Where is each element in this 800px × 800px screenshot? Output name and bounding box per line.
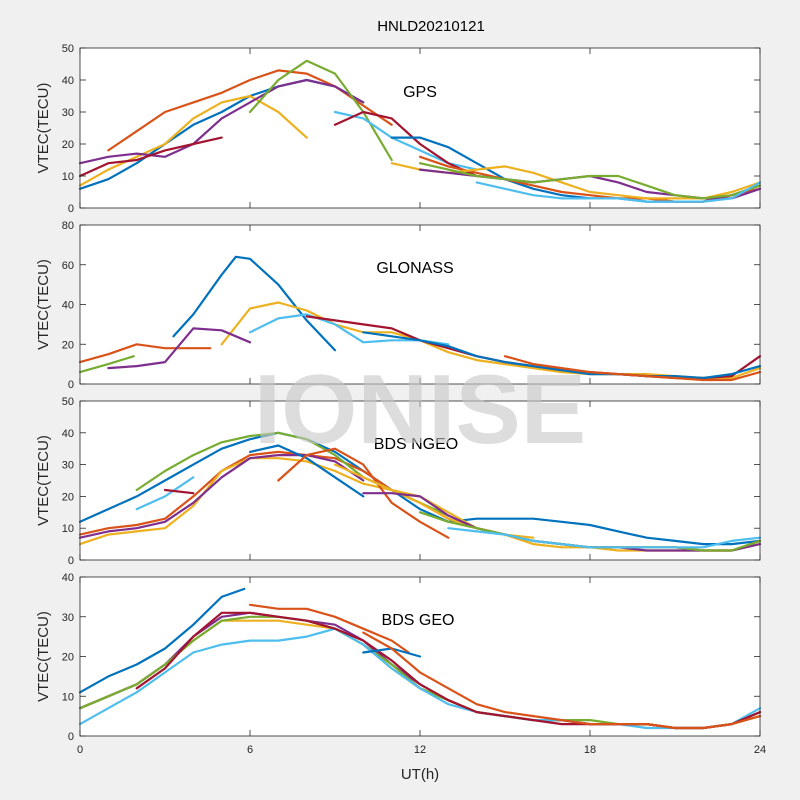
panel-annotation: GLONASS (376, 260, 453, 277)
series-line-8 (362, 331, 762, 380)
y-tick-label: 20 (62, 339, 74, 351)
y-tick-label: 0 (68, 379, 74, 391)
y-tick-label: 20 (62, 139, 74, 151)
y-tick-label: 30 (62, 460, 74, 472)
panel-2: 0 20 40 60 80 VTEC(TECU) GLONASS (35, 220, 762, 391)
series-line-13 (475, 181, 762, 203)
y-tick-label: 20 (62, 652, 74, 664)
plot-area (80, 48, 760, 208)
y-tick-label: 40 (62, 572, 74, 584)
series-line-8 (248, 444, 365, 498)
y-tick-label: 30 (62, 107, 74, 119)
series-line-13 (447, 527, 762, 549)
series-line-14 (78, 136, 223, 178)
y-tick-label: 40 (62, 300, 74, 312)
y-tick-label: 10 (62, 523, 74, 535)
series-line-4 (78, 78, 365, 165)
y-axis-label: VTEC(TECU) (35, 259, 52, 350)
y-tick-label: 0 (68, 731, 74, 743)
panel-annotation: GPS (403, 84, 437, 101)
y-tick-label: 40 (62, 428, 74, 440)
x-tick-label: 18 (584, 744, 596, 756)
series-line-1 (78, 587, 246, 694)
y-axis-label: VTEC(TECU) (35, 83, 52, 174)
y-tick-label: 80 (62, 220, 74, 232)
x-tick-label: 0 (77, 744, 83, 756)
y-axis-label: VTEC(TECU) (35, 435, 52, 526)
series-line-5 (78, 355, 135, 374)
x-tick-label: 12 (414, 744, 426, 756)
y-tick-label: 10 (62, 691, 74, 703)
series-line-9 (277, 447, 450, 539)
series-line-7 (163, 488, 195, 495)
series-line-4 (107, 327, 252, 370)
y-tick-label: 0 (68, 203, 74, 215)
series-line-1 (78, 431, 762, 546)
series-line-9 (362, 631, 762, 730)
figure-title: HNLD20210121 (377, 18, 485, 35)
series-line-3 (78, 94, 308, 187)
y-tick-label: 10 (62, 171, 74, 183)
panel-annotation: BDS GEO (382, 612, 455, 629)
y-tick-label: 30 (62, 612, 74, 624)
series-line-12 (418, 162, 762, 200)
series-line-2 (248, 603, 410, 654)
series-line-4 (78, 454, 365, 539)
plot-area (80, 225, 760, 384)
x-tick-label: 6 (247, 744, 253, 756)
series-line-5 (248, 59, 393, 162)
y-tick-label: 40 (62, 75, 74, 87)
series-line-7 (333, 110, 478, 178)
x-axis-label: UT(h) (401, 766, 439, 783)
series-line-6 (135, 476, 195, 511)
panel-annotation: BDS NGEO (374, 436, 458, 453)
y-tick-label: 60 (62, 260, 74, 272)
series-line-9 (503, 355, 762, 382)
y-tick-label: 0 (68, 555, 74, 567)
y-tick-label: 50 (62, 43, 74, 55)
x-tick-label: 24 (754, 744, 766, 756)
y-tick-label: 50 (62, 396, 74, 408)
panel-4: 0 6 12 18 24 0 10 20 30 40 VTEC(TECU) BDS GEO (35, 572, 766, 756)
y-axis-label: VTEC(TECU) (35, 611, 52, 702)
series-line-6 (78, 627, 762, 730)
series-line-2 (78, 343, 212, 364)
y-tick-label: 20 (62, 491, 74, 503)
watermark: IONISE (254, 354, 586, 464)
plot-area (80, 401, 760, 560)
panel-3: 0 10 20 30 40 50 VTEC(TECU) BDS NGEO (35, 396, 762, 567)
panel-1: 0 10 20 30 40 50 VTEC(TECU) GPS (35, 43, 762, 215)
